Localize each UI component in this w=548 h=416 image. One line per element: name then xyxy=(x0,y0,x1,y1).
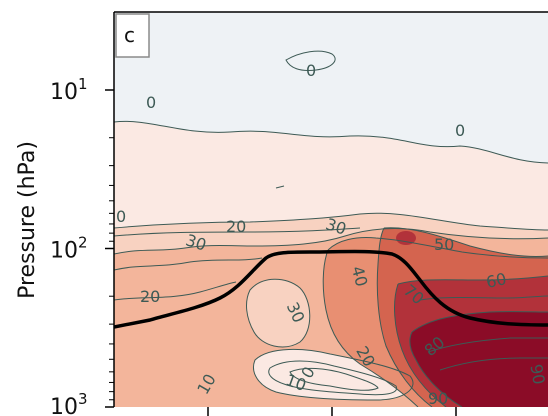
contour-label: 20 xyxy=(226,217,246,236)
contour-line xyxy=(114,227,361,237)
contour-line xyxy=(411,311,548,333)
contour-line xyxy=(322,249,419,407)
contour-line xyxy=(114,228,548,255)
contour-label: 50 xyxy=(434,235,454,254)
contour-line xyxy=(427,337,548,353)
contour-line xyxy=(268,360,398,396)
contour-line xyxy=(394,283,447,407)
contour-label: 0 xyxy=(146,93,156,112)
contour-line xyxy=(419,295,548,301)
contour-lines xyxy=(114,50,548,407)
contour-label: 0 xyxy=(116,207,126,226)
contour-line xyxy=(253,348,414,401)
panel-label-box xyxy=(115,13,150,58)
contour-label: 20 xyxy=(140,287,160,306)
filled-contours xyxy=(114,12,548,407)
shade-level-3b xyxy=(246,279,310,347)
contour-line xyxy=(114,120,548,164)
y-axis: 101 102 103 xyxy=(50,75,114,416)
y-tick-label: 101 xyxy=(50,75,88,105)
contour-line xyxy=(383,227,548,257)
contour-label: 0 xyxy=(306,61,316,80)
contour-line xyxy=(114,281,237,301)
contour-line xyxy=(409,331,463,407)
panel-label-text: c xyxy=(124,23,135,47)
contour-label: 90 xyxy=(526,363,548,386)
x-axis xyxy=(207,407,457,416)
contour-line xyxy=(285,50,336,71)
contour-line xyxy=(275,185,285,189)
contour-line xyxy=(114,212,548,231)
thick-line xyxy=(114,249,548,329)
contour-label: 0 xyxy=(455,121,465,140)
contour-line xyxy=(289,367,379,391)
shade-level-3c xyxy=(253,349,413,400)
y-axis-label: Pressure (hPa) xyxy=(15,141,40,299)
shade-level-7 xyxy=(409,311,548,407)
contour-line xyxy=(376,227,433,407)
panel-label: c xyxy=(115,13,150,58)
contour-label: 90 xyxy=(428,389,448,408)
y-tick-label: 102 xyxy=(50,234,88,264)
contour-line xyxy=(439,357,548,371)
y-tick-label: 103 xyxy=(50,390,88,416)
contour-line xyxy=(246,278,311,348)
contour-label: 40 xyxy=(348,264,372,289)
contour-label: 60 xyxy=(484,269,508,292)
contour-line xyxy=(327,237,548,259)
contour-line xyxy=(114,257,263,271)
